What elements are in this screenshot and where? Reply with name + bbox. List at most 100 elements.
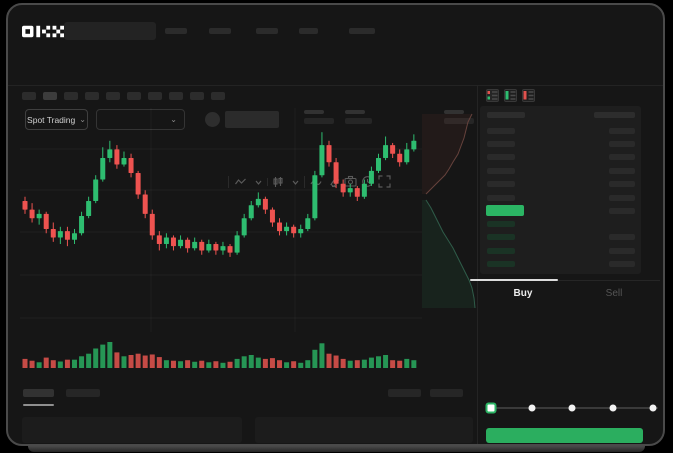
timeframe-button[interactable] <box>169 92 183 100</box>
divider <box>304 176 305 188</box>
market-type-selector[interactable]: Spot Trading ⌄ <box>25 109 88 130</box>
candle-body <box>227 246 233 253</box>
depth-bids-area <box>422 200 475 308</box>
volume-bar <box>170 360 176 368</box>
volume-bar <box>107 342 113 368</box>
nav-item-placeholder[interactable] <box>209 28 231 34</box>
slider-stop[interactable] <box>609 404 616 412</box>
orderbook-row-current[interactable] <box>480 204 641 217</box>
amount-placeholder <box>609 207 635 214</box>
orderbook-row-bid[interactable] <box>480 231 641 244</box>
timeframe-button[interactable] <box>64 92 78 100</box>
chevron-down-icon[interactable] <box>254 178 263 187</box>
divider <box>228 176 229 188</box>
nav-item-placeholder[interactable] <box>299 28 318 34</box>
book-asks-icon[interactable] <box>522 89 535 102</box>
price-chart[interactable] <box>20 108 422 370</box>
volume-bar <box>29 360 35 368</box>
orderbook-row-ask[interactable] <box>480 124 641 137</box>
divider <box>478 280 660 281</box>
bottom-action-placeholder[interactable] <box>430 389 463 397</box>
orderbook-row-bid[interactable] <box>480 244 641 257</box>
candle-body <box>376 158 381 171</box>
candle-body <box>128 158 134 174</box>
orderbook-row-bid[interactable] <box>480 258 641 271</box>
tab-sell[interactable]: Sell <box>568 285 660 301</box>
price-placeholder <box>487 181 515 188</box>
orderbook-row-ask[interactable] <box>480 191 641 204</box>
slider-stop[interactable] <box>568 404 576 412</box>
candle-body <box>107 149 113 158</box>
nav-item-placeholder[interactable] <box>165 28 187 34</box>
bottom-action-placeholder[interactable] <box>388 389 421 397</box>
slider-stop[interactable] <box>649 404 657 412</box>
orderbook-row-ask[interactable] <box>480 178 641 191</box>
candle-body <box>86 201 92 217</box>
volume-bar <box>354 360 360 368</box>
tab-sell-label: Sell <box>605 287 623 299</box>
indicator-icon[interactable] <box>234 176 247 188</box>
pair-dropdown[interactable]: ⌄ <box>96 109 185 130</box>
candle-body <box>220 246 226 251</box>
candle-body <box>64 231 70 240</box>
candlestick-svg <box>20 132 422 368</box>
volume-bar <box>79 356 85 368</box>
orderbook-row-bid[interactable] <box>480 217 641 230</box>
chevron-down-icon[interactable] <box>291 178 300 187</box>
timeframe-button[interactable] <box>190 92 204 100</box>
bottom-tab-active[interactable] <box>23 389 54 397</box>
divider <box>267 178 268 186</box>
volume-bar <box>135 353 141 368</box>
candle-body <box>284 226 290 232</box>
volume-bar <box>376 356 381 368</box>
volume-bar <box>50 360 56 368</box>
timeframe-button[interactable] <box>22 92 36 100</box>
timeframe-button[interactable] <box>127 92 141 100</box>
nav-item-placeholder[interactable] <box>349 28 375 34</box>
candle-body <box>43 213 49 229</box>
stat-value-placeholder <box>345 118 372 124</box>
volume-bar <box>22 358 28 368</box>
volume-bar <box>86 353 92 368</box>
slider-stop[interactable] <box>528 404 535 412</box>
nav-item-placeholder[interactable] <box>256 28 278 34</box>
candle-body <box>156 235 162 244</box>
amount-placeholder <box>609 261 635 268</box>
volume-bar <box>213 361 219 368</box>
candle-style-icon[interactable] <box>272 176 284 188</box>
slider-handle[interactable] <box>485 402 497 414</box>
timeframe-button[interactable] <box>211 92 225 100</box>
candle-body <box>305 218 311 229</box>
orderbook-row-ask[interactable] <box>480 137 641 150</box>
candle-body <box>149 213 155 236</box>
book-combined-icon[interactable] <box>486 89 499 102</box>
timeframe-button[interactable] <box>148 92 162 100</box>
timeframe-button[interactable] <box>106 92 120 100</box>
volume-bar <box>291 361 297 368</box>
depth-asks-area <box>422 114 472 194</box>
amount-placeholder <box>609 127 635 134</box>
bottom-tab-underline <box>23 404 54 406</box>
orderbook-toggle-group <box>486 89 535 102</box>
timeframe-button[interactable] <box>85 92 99 100</box>
device-bezel <box>28 446 645 452</box>
volume-bar <box>142 355 148 368</box>
volume-bar <box>227 361 233 368</box>
amount-placeholder <box>609 141 635 148</box>
amount-slider[interactable] <box>485 401 658 415</box>
orderbook-row-ask[interactable] <box>480 151 641 164</box>
bottom-tab[interactable] <box>66 389 100 397</box>
timeframe-button[interactable] <box>43 92 57 100</box>
current-price-bar[interactable] <box>486 205 524 217</box>
candle-body <box>36 213 42 219</box>
book-bids-icon[interactable] <box>504 89 517 102</box>
orderbook-row-ask[interactable] <box>480 164 641 177</box>
okx-logo[interactable] <box>22 25 64 38</box>
stat-value-placeholder <box>304 118 334 124</box>
volume-bar <box>305 360 311 368</box>
buy-submit-button[interactable] <box>486 428 643 443</box>
tab-buy[interactable]: Buy <box>478 285 568 301</box>
fullscreen-icon[interactable] <box>378 175 391 188</box>
pair-title-placeholder <box>64 22 156 40</box>
tab-buy-label: Buy <box>513 287 533 299</box>
